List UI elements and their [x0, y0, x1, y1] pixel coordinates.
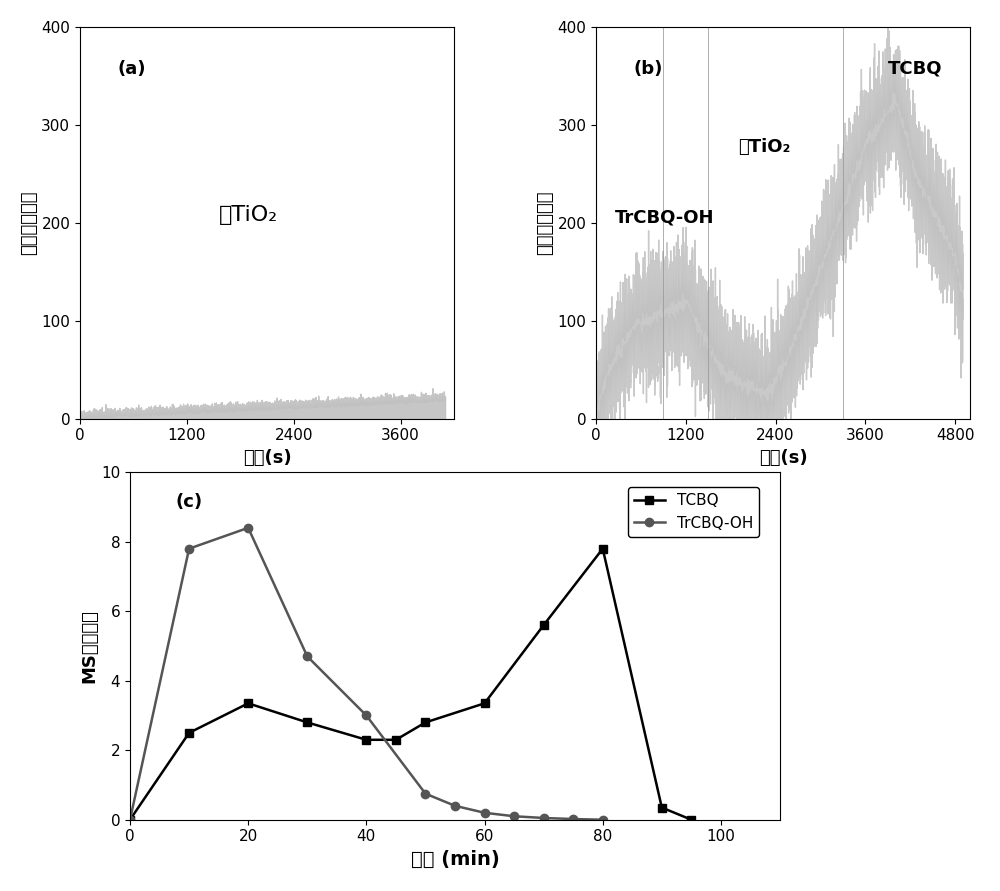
- X-axis label: 时间(s): 时间(s): [759, 449, 807, 467]
- TrCBQ-OH: [183, 544, 195, 554]
- Text: (c): (c): [176, 493, 203, 511]
- X-axis label: 时间 (min): 时间 (min): [411, 850, 499, 869]
- TrCBQ-OH: [242, 522, 254, 533]
- TCBQ: [479, 698, 491, 708]
- TrCBQ-OH: [449, 800, 461, 811]
- Legend: TCBQ, TrCBQ-OH: TCBQ, TrCBQ-OH: [628, 486, 759, 536]
- TrCBQ-OH: [538, 813, 550, 823]
- Line: TrCBQ-OH: TrCBQ-OH: [126, 524, 607, 824]
- Text: 无TiO₂: 无TiO₂: [219, 205, 278, 225]
- TCBQ: [124, 814, 136, 825]
- Line: TCBQ: TCBQ: [126, 544, 696, 824]
- Y-axis label: 化学发光强度: 化学发光强度: [20, 191, 38, 255]
- Text: (b): (b): [633, 60, 663, 78]
- TrCBQ-OH: [124, 814, 136, 825]
- TrCBQ-OH: [597, 814, 609, 825]
- Text: TrCBQ-OH: TrCBQ-OH: [615, 208, 714, 226]
- TCBQ: [390, 734, 402, 745]
- TCBQ: [419, 717, 431, 728]
- TCBQ: [538, 620, 550, 631]
- TrCBQ-OH: [479, 807, 491, 818]
- TCBQ: [183, 727, 195, 738]
- TCBQ: [301, 717, 313, 728]
- Y-axis label: 化学发光强度: 化学发光强度: [537, 191, 555, 255]
- TCBQ: [242, 698, 254, 708]
- TrCBQ-OH: [360, 710, 372, 721]
- Text: TCBQ: TCBQ: [888, 60, 942, 78]
- TCBQ: [597, 544, 609, 554]
- TCBQ: [360, 734, 372, 745]
- Y-axis label: MS信号强度: MS信号强度: [80, 609, 98, 683]
- TrCBQ-OH: [301, 651, 313, 662]
- TrCBQ-OH: [419, 789, 431, 799]
- X-axis label: 时间(s): 时间(s): [243, 449, 291, 467]
- TCBQ: [656, 802, 668, 813]
- TrCBQ-OH: [508, 811, 520, 822]
- Text: (a): (a): [117, 60, 146, 78]
- TrCBQ-OH: [567, 813, 579, 824]
- Text: 有TiO₂: 有TiO₂: [738, 138, 791, 156]
- TCBQ: [685, 814, 697, 825]
